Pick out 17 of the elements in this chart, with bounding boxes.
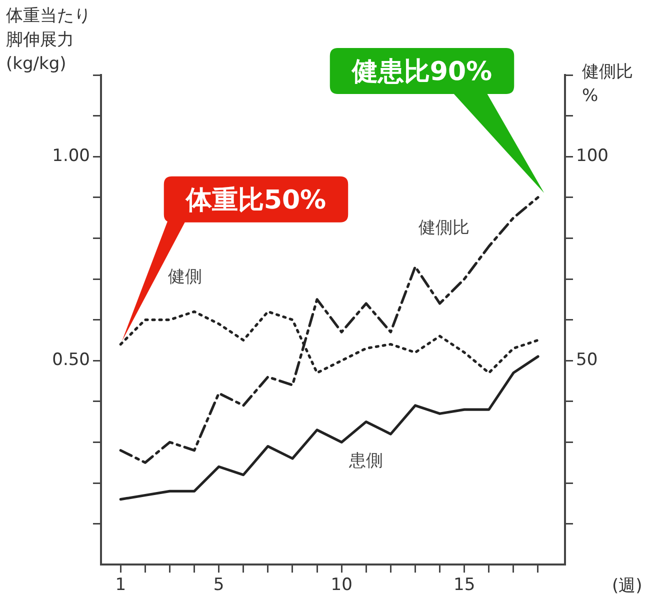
y-axis-title: 体重当たり脚伸展力(kg/kg) [6,5,92,76]
y2-tick-label: 50 [576,350,598,370]
x-axis-title: (週) [612,575,642,598]
series-label: 健側 [168,267,202,288]
series-label: 健側比 [418,218,470,238]
series-label: 患側 [348,451,384,472]
annotation: 健患比90% [350,56,492,87]
callout-bubble: 健患比90% [330,48,544,193]
x-tick-label: 5 [213,575,224,596]
x-tick-label: 15 [454,575,476,596]
y-tick-label: 0.50 [52,350,90,370]
y2-tick-label: 100 [576,146,608,166]
annotation: 体重比50% [184,185,326,216]
x-tick-label: 1 [115,575,126,596]
y2-axis-title: 健側比% [582,61,634,108]
y-tick-label: 1.00 [52,146,90,166]
x-tick-label: 10 [330,575,352,596]
